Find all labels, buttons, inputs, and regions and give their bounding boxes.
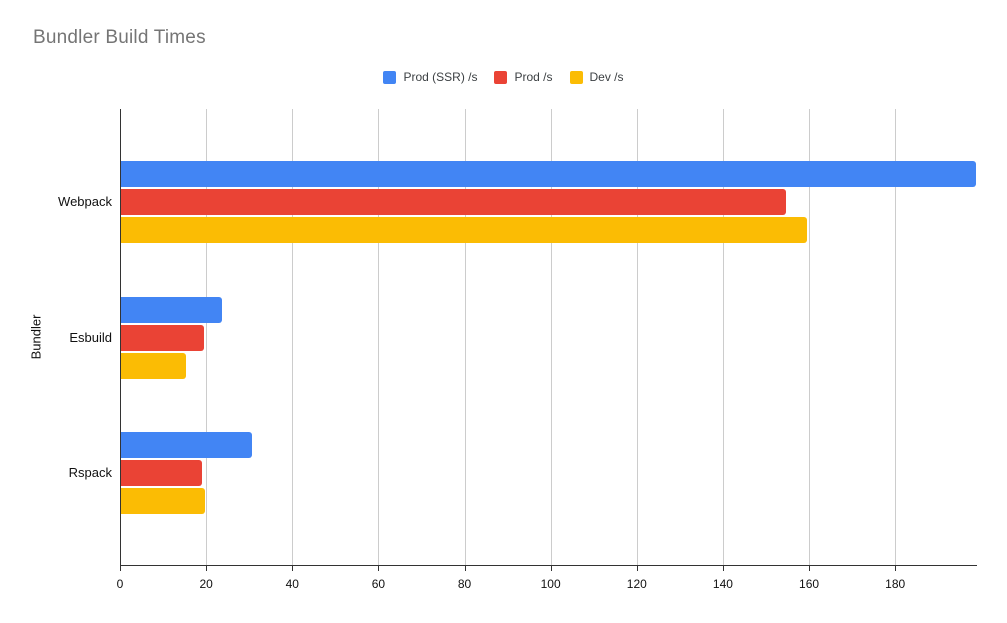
x-tick-80 — [464, 566, 466, 571]
x-tick-140 — [722, 566, 724, 571]
category-label-esbuild: Esbuild — [69, 330, 112, 345]
bar-esbuild-prod-ssr — [121, 296, 222, 323]
bar-rspack-prod — [121, 460, 203, 486]
bar-group-rspack — [121, 432, 977, 514]
gridline-40 — [292, 109, 294, 566]
legend: Prod (SSR) /s Prod /s Dev /s — [0, 70, 1007, 84]
gridline-80 — [464, 109, 466, 566]
legend-swatch-dev — [569, 70, 583, 84]
gridline-180 — [895, 109, 897, 566]
bar-webpack-dev — [121, 217, 807, 243]
bar-rspack-prod-ssr — [121, 432, 252, 458]
x-tick-160 — [809, 566, 811, 571]
category-label-webpack: Webpack — [58, 194, 112, 209]
x-tick-20 — [206, 566, 208, 571]
gridline-60 — [378, 109, 380, 566]
legend-label-prod-ssr: Prod (SSR) /s — [403, 70, 478, 84]
x-tick-label-180: 180 — [885, 577, 906, 591]
x-tick-label-20: 20 — [199, 577, 213, 591]
bar-webpack-prod-ssr — [121, 161, 977, 187]
legend-swatch-prod — [494, 70, 508, 84]
x-tick-100 — [550, 566, 552, 571]
y-axis-line — [120, 109, 121, 566]
x-tick-label-120: 120 — [626, 577, 647, 591]
x-tick-40 — [292, 566, 294, 571]
bar-webpack-prod — [121, 189, 786, 215]
x-tick-120 — [636, 566, 638, 571]
bar-group-webpack — [121, 161, 977, 243]
bar-rspack-dev — [121, 488, 206, 514]
bar-esbuild-dev — [121, 352, 187, 379]
x-tick-60 — [378, 566, 380, 571]
x-axis-labels: 0 20 40 60 80 100 120 140 160 180 — [116, 577, 977, 593]
bar-esbuild-prod — [121, 324, 205, 351]
x-tick-label-40: 40 — [285, 577, 299, 591]
x-tick-label-60: 60 — [371, 577, 386, 591]
chart-title: Bundler Build Times — [33, 27, 206, 48]
legend-item-dev: Dev /s — [569, 70, 624, 84]
x-tick-label-160: 160 — [799, 577, 820, 591]
x-tick-label-140: 140 — [712, 577, 733, 591]
legend-label-dev: Dev /s — [589, 70, 624, 84]
x-tick-label-100: 100 — [540, 577, 561, 591]
gridline-160 — [809, 109, 811, 566]
legend-item-prod-ssr: Prod (SSR) /s — [383, 70, 477, 84]
x-axis-line — [120, 565, 977, 566]
x-tick-0 — [120, 566, 121, 571]
x-tick-180 — [895, 566, 897, 571]
legend-label-prod: Prod /s — [514, 70, 553, 84]
x-tick-label-80: 80 — [457, 577, 472, 591]
gridline-140 — [722, 109, 724, 566]
plot-area — [120, 109, 977, 571]
gridline-20 — [206, 109, 208, 566]
x-tick-label-0: 0 — [116, 577, 124, 591]
category-label-rspack: Rspack — [68, 465, 112, 480]
gridline-120 — [636, 109, 638, 566]
bar-group-esbuild — [121, 296, 977, 379]
legend-item-prod: Prod /s — [494, 70, 553, 84]
gridline-100 — [550, 109, 552, 566]
bar-rows — [121, 109, 977, 566]
legend-swatch-prod-ssr — [383, 70, 397, 84]
